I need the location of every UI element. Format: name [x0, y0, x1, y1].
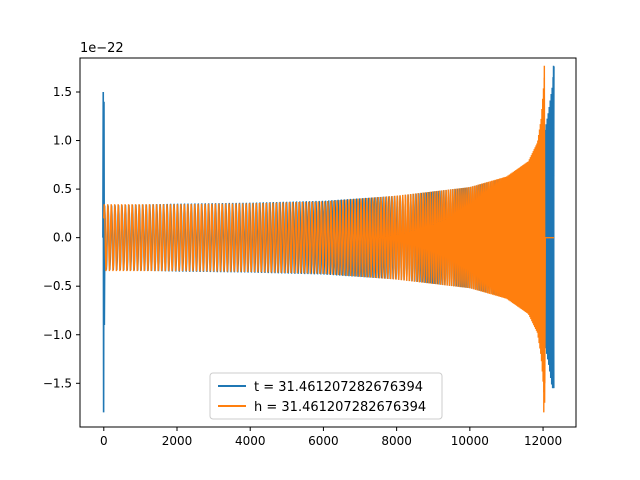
- plot-frame: [79, 57, 577, 428]
- y-tick-label: 0.5: [53, 182, 72, 196]
- x-tick-label: 4000: [235, 434, 266, 448]
- series-t-final-peak: [552, 65, 555, 389]
- x-tick-label: 0: [100, 434, 108, 448]
- series-t-initial-spike: [102, 91, 106, 413]
- legend-label: h = 31.461207282676394: [254, 400, 426, 415]
- x-tick-label: 2000: [162, 434, 193, 448]
- y-tick-label: 0.0: [53, 231, 72, 245]
- y-tick-label: −1.5: [43, 376, 72, 390]
- x-tick-label: 6000: [308, 434, 339, 448]
- x-axis: 0 2000 4000 6000 8000 10000 12000: [100, 427, 562, 448]
- y-tick-label: −0.5: [43, 279, 72, 293]
- y-tick-label: −1.0: [43, 328, 72, 342]
- y-axis: −1.5 −1.0 −0.5 0.0 0.5 1.0 1.5: [43, 85, 80, 390]
- series-layer: [102, 65, 555, 413]
- legend: t = 31.461207282676394 h = 31.46120728267…: [209, 372, 443, 420]
- y-tick-label: 1.5: [53, 85, 72, 99]
- legend-label: t = 31.461207282676394: [254, 380, 423, 395]
- series-line-h: [103, 77, 546, 403]
- x-tick-label: 8000: [381, 434, 412, 448]
- y-tick-label: 1.0: [53, 134, 72, 148]
- y-offset-label: 1e−22: [80, 41, 124, 56]
- x-tick-label: 12000: [524, 434, 562, 448]
- legend-box: [209, 372, 443, 420]
- x-tick-label: 10000: [451, 434, 489, 448]
